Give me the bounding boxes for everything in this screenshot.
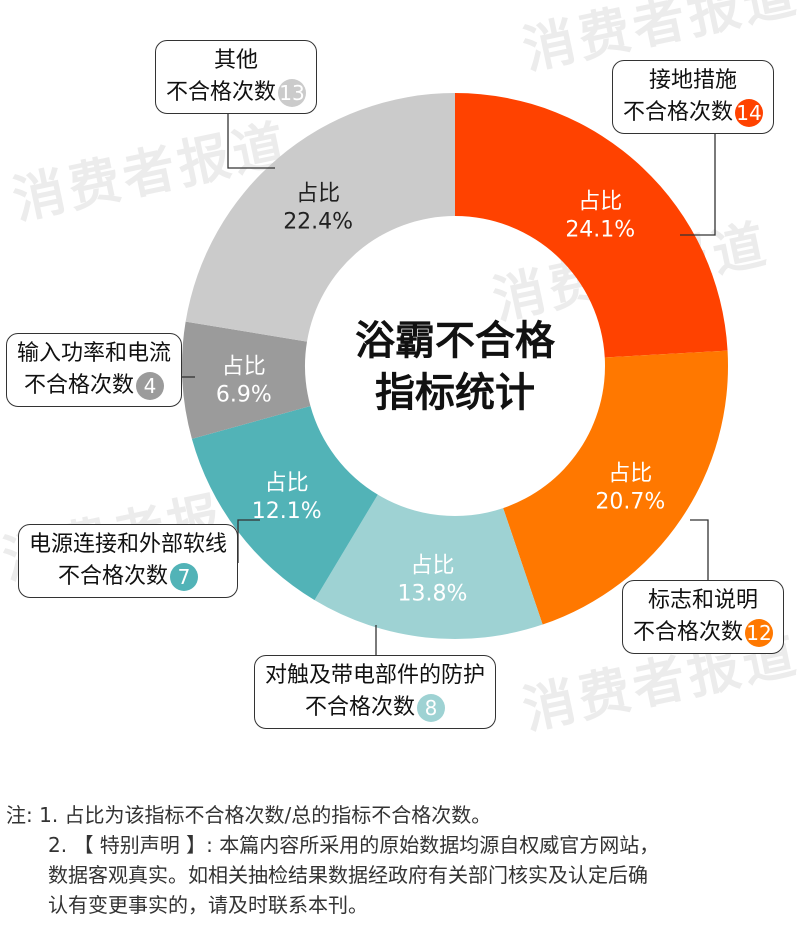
label-box: 其他不合格次数 13 — [155, 40, 318, 114]
note-line: 认有变更事实的，请及时联系本刊。 — [48, 893, 368, 917]
category-name: 其他 — [214, 48, 259, 73]
count-label: 不合格次数 — [633, 620, 744, 645]
chart-title: 浴霸不合格 指标统计 — [305, 315, 605, 419]
slice-2 — [314, 494, 543, 639]
count-label: 不合格次数 — [58, 564, 169, 589]
slice-prefix-label: 占比 — [222, 354, 266, 379]
count-badge: 8 — [417, 694, 446, 722]
leader-line — [227, 110, 275, 169]
note-line: 数据客观真实。如相关抽检结果数据经政府有关部门核实及认定后确 — [48, 863, 648, 887]
slice-3 — [191, 406, 378, 601]
note-line: 2. 【 特别声明 】: 本篇内容所采用的原始数据均源自权威官方网站， — [48, 833, 660, 857]
category-name: 接地措施 — [649, 68, 738, 93]
leader-line — [690, 519, 709, 582]
label-box: 电源连接和外部软线不合格次数 7 — [18, 524, 239, 598]
label-box: 接地措施不合格次数 14 — [612, 60, 775, 134]
slice-prefix-label: 占比 — [410, 553, 454, 578]
count-label: 不合格次数 — [166, 80, 277, 105]
category-name: 输入功率和电流 — [17, 341, 172, 366]
slice-prefix-label: 占比 — [608, 461, 652, 486]
footnote: 注: 1. 占比为该指标不合格次数/总的指标不合格次数。 2. 【 特别声明 】… — [6, 800, 659, 920]
count-badge: 14 — [735, 99, 764, 127]
count-badge: 7 — [170, 563, 199, 591]
slice-1 — [503, 350, 728, 625]
slice-5 — [185, 93, 455, 342]
count-label: 不合格次数 — [305, 695, 416, 720]
slice-percent-label: 22.4% — [283, 210, 353, 235]
note-line: 注: 1. 占比为该指标不合格次数/总的指标不合格次数。 — [6, 803, 492, 827]
slice-percent-label: 6.9% — [216, 382, 272, 407]
label-box: 对触及带电部件的防护不合格次数 8 — [254, 655, 497, 729]
category-name: 电源连接和外部软线 — [29, 532, 228, 557]
slice-percent-label: 13.8% — [398, 581, 468, 606]
chart-title-line: 浴霸不合格 — [355, 318, 555, 364]
count-badge: 13 — [278, 79, 307, 107]
slice-4 — [182, 321, 311, 439]
slice-0 — [455, 93, 728, 358]
count-badge: 4 — [136, 372, 165, 400]
slice-prefix-label: 占比 — [296, 182, 340, 207]
slice-percent-label: 12.1% — [252, 499, 322, 524]
category-name: 标志和说明 — [648, 588, 759, 613]
slice-percent-label: 20.7% — [595, 489, 665, 514]
count-badge: 12 — [745, 619, 774, 647]
leader-line — [680, 132, 716, 236]
label-box: 输入功率和电流不合格次数 4 — [6, 333, 183, 407]
chart-title-line: 指标统计 — [375, 370, 535, 416]
label-box: 标志和说明不合格次数 12 — [622, 580, 785, 654]
category-name: 对触及带电部件的防护 — [265, 663, 486, 688]
slice-prefix-label: 占比 — [578, 189, 622, 214]
slice-percent-label: 24.1% — [565, 217, 635, 242]
count-label: 不合格次数 — [24, 373, 135, 398]
count-label: 不合格次数 — [623, 100, 734, 125]
slice-prefix-label: 占比 — [265, 471, 309, 496]
